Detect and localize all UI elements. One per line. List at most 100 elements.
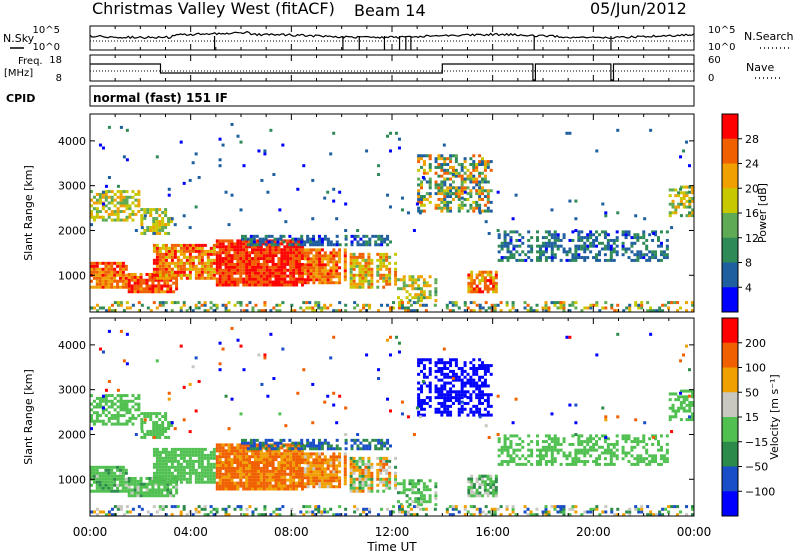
velocity-cell xyxy=(446,367,450,371)
power-cell xyxy=(110,309,114,312)
velocity-cell xyxy=(562,437,566,441)
velocity-cell xyxy=(478,390,482,394)
power-cell xyxy=(486,165,490,169)
power-cell xyxy=(236,268,240,272)
velocity-cell xyxy=(674,412,678,416)
velocity-cell xyxy=(215,458,219,462)
power-cell xyxy=(481,192,485,196)
power-cell xyxy=(446,163,450,167)
power-cell xyxy=(152,258,156,262)
velocity-cell xyxy=(265,481,269,485)
power-cell xyxy=(206,270,210,274)
power-cell xyxy=(158,252,162,256)
velocity-cell xyxy=(603,448,607,452)
power-cell xyxy=(478,279,482,283)
power-cell xyxy=(417,299,421,303)
power-cell xyxy=(472,287,476,291)
power-cell xyxy=(329,303,333,307)
power-cell xyxy=(550,253,554,257)
velocity-cell xyxy=(125,405,129,409)
power-cell xyxy=(242,271,246,275)
velocity-cell xyxy=(323,476,327,480)
power-cell xyxy=(512,247,516,251)
power-cell xyxy=(191,264,195,268)
power-cell xyxy=(349,261,353,265)
power-cell xyxy=(469,177,473,181)
velocity-cell xyxy=(408,497,412,501)
power-cell xyxy=(440,206,444,210)
velocity-cell xyxy=(323,507,327,511)
power-cell xyxy=(298,248,302,252)
power-cell xyxy=(258,243,262,247)
power-cell xyxy=(298,245,302,249)
power-cell xyxy=(233,280,237,284)
power-cell xyxy=(524,258,528,262)
velocity-cell xyxy=(335,485,339,489)
velocity-cell xyxy=(218,466,222,470)
power-cell xyxy=(385,282,389,286)
velocity-cell xyxy=(320,467,324,471)
velocity-cell xyxy=(289,461,293,465)
velocity-cell xyxy=(158,424,162,428)
power-cell xyxy=(149,208,153,212)
power-cell xyxy=(248,271,252,275)
velocity-cell xyxy=(483,369,487,373)
velocity-cell xyxy=(295,484,299,488)
velocity-cell xyxy=(615,454,619,458)
velocity-cell xyxy=(289,475,293,479)
power-cell xyxy=(146,228,150,232)
power-cell xyxy=(116,210,120,214)
velocity-cell xyxy=(259,478,263,482)
power-cell xyxy=(478,174,482,178)
power-cell xyxy=(673,301,677,305)
velocity-cell xyxy=(512,460,516,464)
velocity-cell xyxy=(230,463,234,467)
power-cell xyxy=(343,251,347,255)
power-cell xyxy=(454,168,458,172)
velocity-cell xyxy=(119,505,123,509)
velocity-cell xyxy=(343,473,347,477)
power-cell xyxy=(362,243,366,247)
velocity-cell xyxy=(311,513,315,516)
velocity-cell xyxy=(457,393,461,397)
velocity-cell xyxy=(621,451,625,455)
power-cell xyxy=(164,267,168,271)
velocity-cell xyxy=(472,390,476,394)
velocity-cell xyxy=(497,454,501,458)
velocity-cell xyxy=(251,463,255,467)
power-cell xyxy=(262,242,266,246)
power-cell xyxy=(312,272,316,276)
power-cell xyxy=(292,277,296,281)
velocity-cell xyxy=(417,387,421,391)
power-cell xyxy=(152,273,156,277)
velocity-cell xyxy=(176,471,180,475)
velocity-cell xyxy=(338,505,342,509)
velocity-cell xyxy=(317,510,321,514)
velocity-cell xyxy=(483,381,487,385)
velocity-cell xyxy=(101,489,105,493)
velocity-cell xyxy=(657,462,661,466)
velocity-cell xyxy=(309,452,313,456)
velocity-cell xyxy=(197,456,201,460)
power-cell xyxy=(521,241,525,245)
velocity-cell xyxy=(371,438,375,442)
velocity-cell xyxy=(463,364,467,368)
velocity-cell xyxy=(151,494,155,498)
power-cell xyxy=(253,265,257,269)
power-cell xyxy=(90,190,93,194)
power-cell xyxy=(131,303,135,307)
power-cell xyxy=(577,236,581,240)
velocity-cell xyxy=(92,411,96,415)
velocity-cell xyxy=(454,364,458,368)
power-cell xyxy=(107,207,111,211)
velocity-cell xyxy=(200,450,204,454)
velocity-cell xyxy=(197,477,201,481)
power-cell xyxy=(662,256,666,260)
velocity-cell xyxy=(251,475,255,479)
velocity-cell xyxy=(148,482,152,486)
power-cell xyxy=(550,236,554,240)
velocity-cell xyxy=(191,465,195,469)
power-cell xyxy=(486,195,490,199)
power-cell xyxy=(158,267,162,271)
velocity-cell xyxy=(161,471,165,475)
